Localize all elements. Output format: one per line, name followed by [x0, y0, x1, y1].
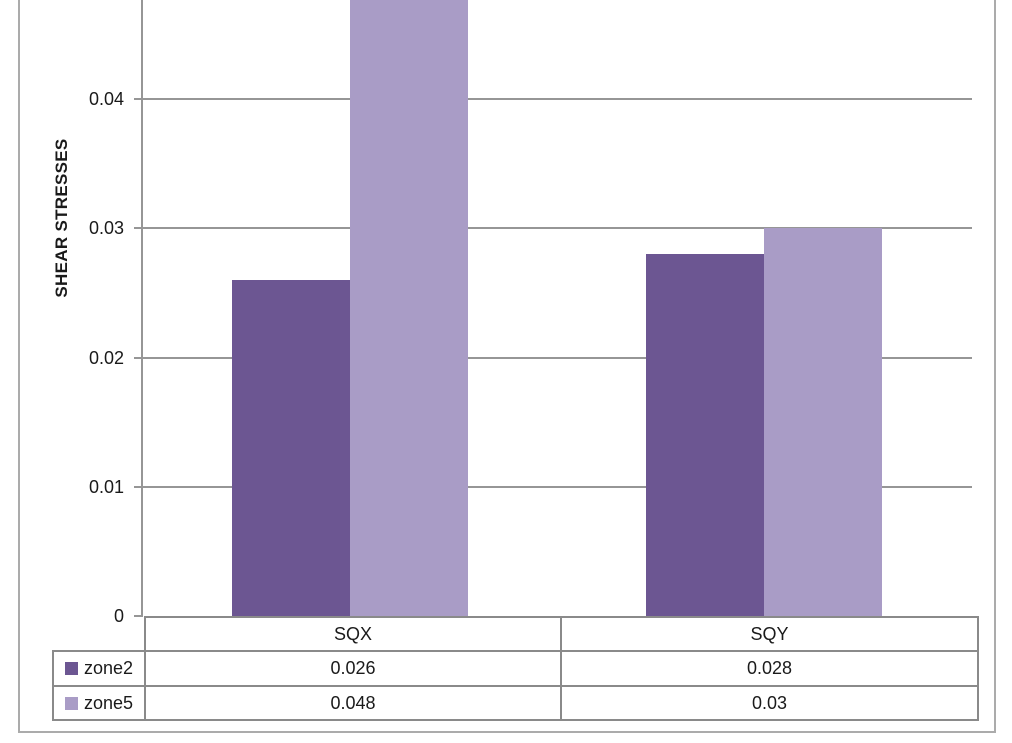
- y-tick-label: 0.01: [88, 476, 124, 497]
- legend-swatch-zone5: [64, 696, 78, 710]
- chart-border-left: [18, 0, 20, 731]
- y-tick-label: 0.02: [88, 347, 124, 368]
- bar-zone2-sqy: [646, 254, 764, 616]
- y-tick-label: 0.03: [88, 218, 124, 239]
- y-axis-tick-mark: [134, 98, 143, 100]
- y-axis-tick-mark: [134, 615, 143, 617]
- gridline: [143, 227, 972, 230]
- bar-zone5-sqy: [764, 228, 882, 616]
- legend-cell-zone2: zone2: [52, 650, 146, 687]
- y-axis-tick-mark: [134, 356, 143, 359]
- legend-swatch-zone2: [64, 662, 78, 675]
- legend-cell-zone5: zone5: [52, 685, 146, 721]
- value-cell-zone2-sqx: 0.026: [144, 650, 562, 687]
- chart-border-right: [994, 0, 996, 731]
- chart-border-bottom: [18, 731, 996, 733]
- value-cell-zone2-sqy: 0.028: [560, 650, 979, 687]
- gridline: [143, 356, 972, 359]
- bar-zone5-sqx: [350, 0, 468, 616]
- legend-label-zone5: zone5: [83, 692, 134, 713]
- value-cell-zone5-sqx: 0.048: [144, 685, 562, 721]
- gridline: [143, 98, 972, 100]
- bar-zone2-sqx: [232, 279, 350, 616]
- category-header-sqx: SQX: [144, 616, 562, 652]
- value-cell-zone5-sqy: 0.03: [560, 685, 979, 721]
- y-axis-tick-mark: [134, 227, 143, 230]
- y-tick-label: 0.04: [88, 89, 124, 109]
- y-axis-line: [141, 0, 143, 616]
- category-header-sqy: SQY: [560, 616, 979, 652]
- table-corner-cell: [53, 617, 145, 651]
- data-table: SQX SQY zone2 0.026 0.028 zone5 0.048 0.03: [52, 616, 979, 721]
- gridline: [143, 485, 972, 488]
- legend-label-zone2: zone2: [83, 658, 134, 678]
- y-tick-label: 0: [113, 606, 124, 626]
- y-axis-tick-mark: [134, 485, 143, 488]
